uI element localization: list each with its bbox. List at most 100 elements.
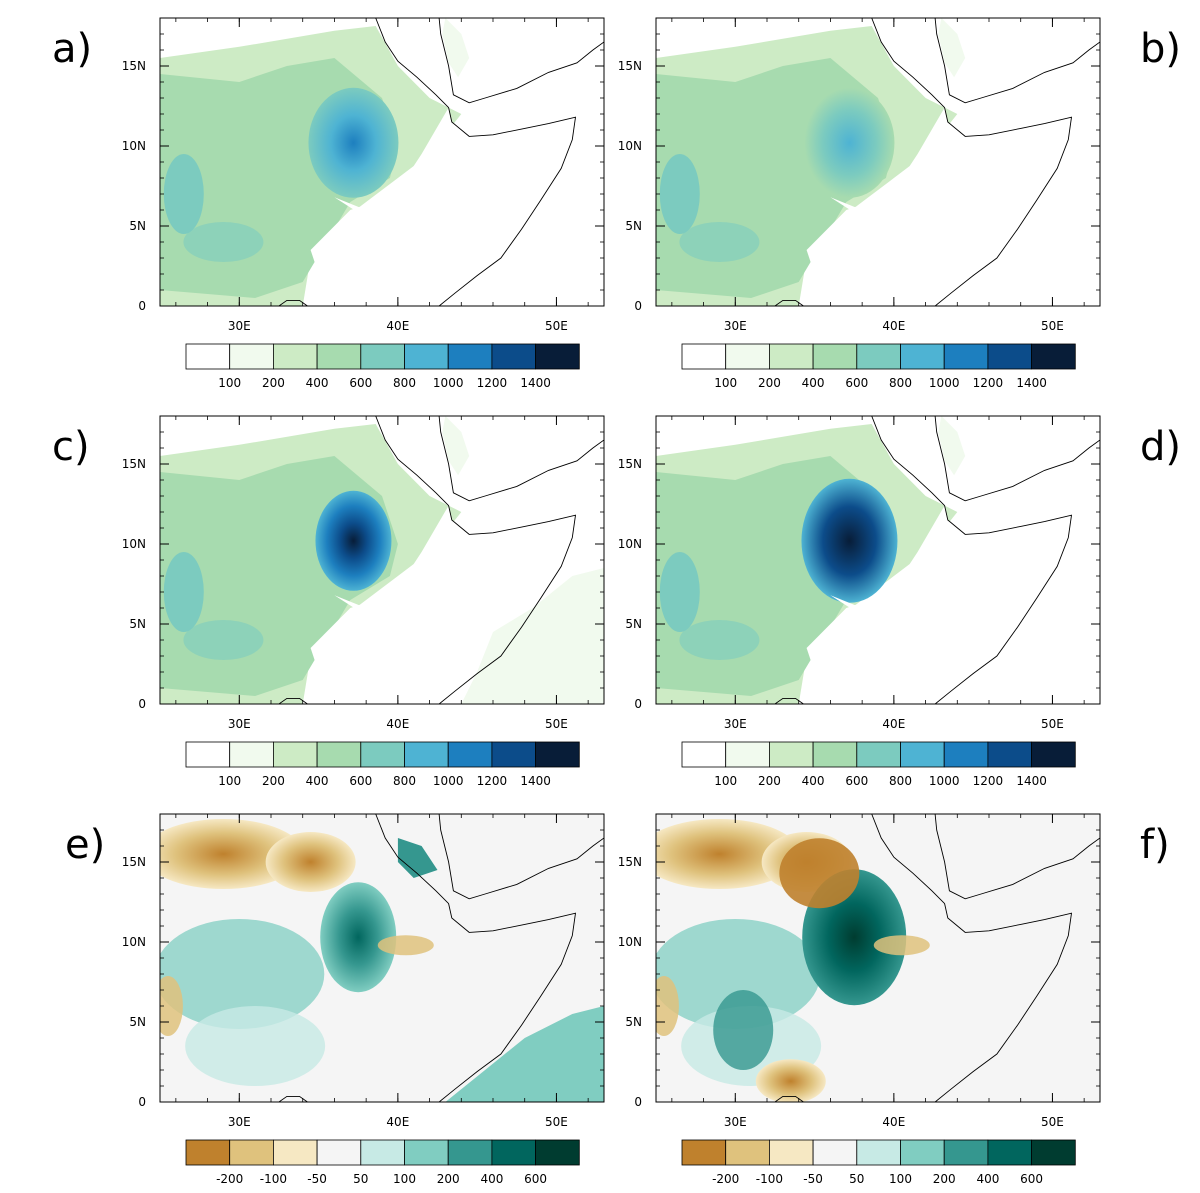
x-tick-label: 50E [1041, 1115, 1064, 1129]
dry-region [806, 568, 1045, 704]
map-field [656, 416, 1100, 704]
colorbar-swatch [943, 741, 989, 768]
coastline [871, 814, 1073, 1102]
colorbar-label: 400 [802, 774, 825, 788]
colorbar-label: 1000 [929, 774, 960, 788]
colorbar-swatch [812, 741, 858, 768]
colorbar-label: 400 [306, 376, 329, 390]
colorbar-label: 100 [218, 774, 241, 788]
wet-anomaly-highlands [320, 882, 397, 993]
colorbar-swatch [1031, 741, 1076, 768]
y-tick-label: 0 [634, 299, 642, 313]
colorbar-swatch [447, 741, 493, 768]
x-tick-label: 30E [724, 717, 747, 731]
panel-letter: d) [1140, 424, 1181, 470]
precip-sw-patch [163, 154, 204, 234]
colorbar-swatch [491, 741, 536, 768]
lake-outline [774, 299, 804, 306]
colorbar-label: 400 [976, 1172, 999, 1186]
coastline [375, 416, 577, 704]
x-tick-label: 30E [228, 717, 251, 731]
colorbar-label: 200 [933, 1172, 956, 1186]
colorbar-label: 50 [849, 1172, 864, 1186]
colorbar-swatch [316, 741, 362, 768]
coastline [934, 18, 1100, 104]
y-tick-label: 15N [122, 855, 146, 869]
colorbar: 100 200 400 600 800 1000 1200 1400 [185, 343, 580, 390]
colorbar-swatch [943, 343, 989, 370]
colorbar-swatch [681, 343, 727, 370]
x-tick-label: 50E [545, 717, 568, 731]
y-tick-label: 5N [625, 617, 642, 631]
y-tick-label: 0 [138, 299, 146, 313]
colorbar-label: 800 [393, 774, 416, 788]
colorbar-swatch [185, 343, 231, 370]
colorbar-swatch [900, 343, 945, 370]
panel-letter: b) [1140, 26, 1181, 72]
colorbar-swatch [229, 343, 274, 370]
colorbar-swatch [987, 741, 1032, 768]
colorbar-swatch [1031, 343, 1076, 370]
x-tick-label: 30E [724, 1115, 747, 1129]
colorbar-label: -100 [756, 1172, 783, 1186]
lake-outline [278, 1095, 308, 1102]
colorbar-swatch [769, 741, 814, 768]
map-field [160, 416, 604, 704]
x-tick-label: 40E [386, 717, 409, 731]
colorbar-label: 1400 [1016, 376, 1047, 390]
colorbar-label: 200 [262, 774, 285, 788]
colorbar-label: 1200 [973, 774, 1004, 788]
precip-sw-patch [163, 552, 204, 632]
y-tick-label: 10N [618, 537, 642, 551]
colorbar-swatch [185, 1139, 231, 1166]
colorbar-label: 1000 [433, 376, 464, 390]
coastline [934, 814, 1100, 900]
colorbar-label: -100 [260, 1172, 287, 1186]
colorbar-swatch [491, 1139, 536, 1166]
colorbar-label: 100 [889, 1172, 912, 1186]
dry-anomaly-north [656, 819, 800, 889]
colorbar-label: 100 [714, 774, 737, 788]
colorbar-swatch [404, 1139, 449, 1166]
colorbar-label: 1400 [520, 376, 551, 390]
colorbar-swatch [229, 1139, 274, 1166]
ethiopian-highlands-max [308, 87, 399, 198]
colorbar-label: 200 [262, 376, 285, 390]
colorbar-label: 800 [889, 376, 912, 390]
colorbar-swatch [535, 343, 580, 370]
colorbar-swatch [725, 741, 770, 768]
colorbar-label: 800 [393, 376, 416, 390]
colorbar-swatch [447, 1139, 493, 1166]
colorbar-swatch [856, 343, 901, 370]
colorbar-swatch [856, 1139, 901, 1166]
x-tick-label: 50E [1041, 319, 1064, 333]
panel-letter: a) [52, 26, 92, 72]
ethiopian-highlands-max [315, 490, 392, 591]
colorbar-swatch [812, 343, 858, 370]
colorbar-swatch [316, 1139, 362, 1166]
colorbar-swatch [943, 1139, 989, 1166]
y-tick-label: 5N [129, 1015, 146, 1029]
wet-anomaly-coast [445, 1006, 604, 1102]
y-tick-label: 5N [625, 219, 642, 233]
panel-letter: e) [65, 822, 105, 868]
colorbar-label: 1400 [1016, 774, 1047, 788]
colorbar-swatch [447, 343, 493, 370]
x-tick-label: 40E [386, 1115, 409, 1129]
y-tick-label: 15N [122, 457, 146, 471]
colorbar-swatch [360, 741, 405, 768]
dry-anomaly-south [755, 1059, 826, 1102]
x-tick-label: 50E [545, 319, 568, 333]
map-panel-e: 30E 40E 50E 0 5N 10N 15N e) -200 -100 -50 50 100 200 4… [65, 813, 605, 1186]
y-tick-label: 10N [122, 139, 146, 153]
colorbar-swatch [900, 1139, 945, 1166]
colorbar-label: 50 [353, 1172, 368, 1186]
dry-region [806, 170, 1045, 306]
y-tick-label: 0 [138, 697, 146, 711]
colorbar-swatch [725, 1139, 770, 1166]
x-tick-label: 30E [724, 319, 747, 333]
colorbar-label: 600 [845, 774, 868, 788]
